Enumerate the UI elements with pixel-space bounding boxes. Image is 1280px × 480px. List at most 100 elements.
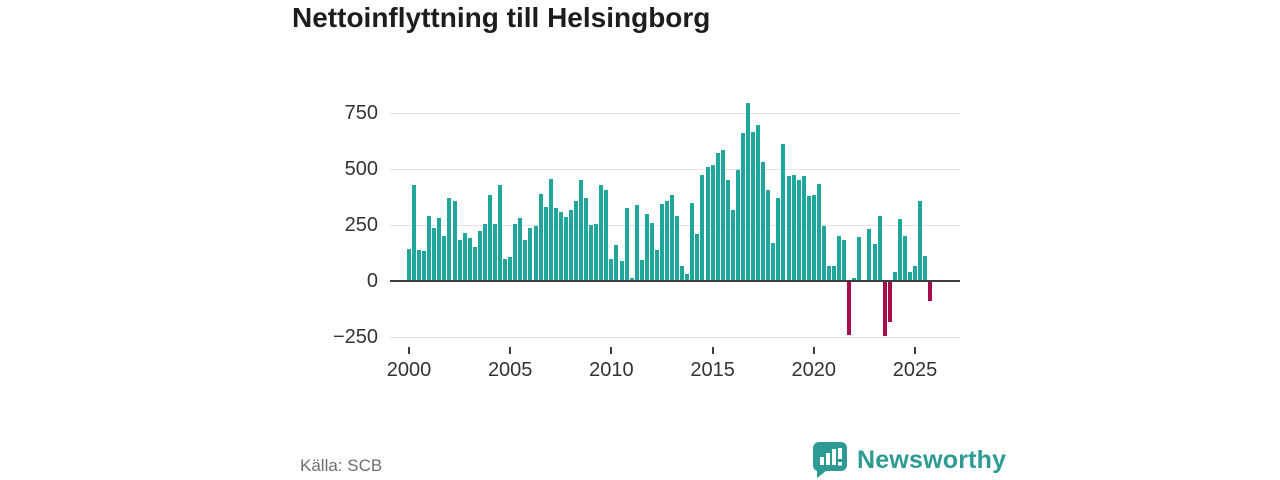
bar bbox=[412, 184, 417, 281]
x-tick-label-2020: 2020 bbox=[791, 359, 837, 381]
bar bbox=[599, 184, 604, 281]
bar bbox=[801, 175, 806, 281]
gridline--250 bbox=[390, 337, 960, 338]
bar bbox=[877, 216, 882, 281]
gridline-750 bbox=[390, 113, 960, 114]
x-tick-2010 bbox=[610, 347, 613, 354]
bar bbox=[685, 274, 690, 281]
bar bbox=[892, 272, 897, 281]
bar bbox=[897, 219, 902, 281]
bar bbox=[680, 266, 685, 281]
bar bbox=[913, 266, 917, 281]
x-tick-label-2010: 2010 bbox=[589, 359, 634, 381]
bar bbox=[654, 249, 659, 281]
bar bbox=[740, 133, 745, 281]
bar bbox=[548, 179, 553, 281]
bar bbox=[781, 144, 786, 281]
bar bbox=[417, 249, 422, 281]
bar bbox=[816, 183, 821, 281]
bar bbox=[477, 230, 482, 281]
bar bbox=[533, 226, 538, 281]
bar bbox=[735, 170, 740, 281]
bar bbox=[649, 222, 654, 281]
bar bbox=[528, 228, 533, 281]
bar bbox=[432, 228, 437, 281]
bar bbox=[796, 180, 801, 281]
bar bbox=[923, 256, 928, 281]
bar bbox=[629, 277, 634, 281]
x-tick-2025 bbox=[914, 347, 916, 354]
bar bbox=[442, 236, 447, 281]
bar bbox=[437, 218, 442, 281]
bar bbox=[806, 195, 811, 281]
plot-area bbox=[390, 95, 960, 347]
x-tick-2015 bbox=[711, 347, 714, 354]
bar bbox=[675, 216, 680, 281]
bar bbox=[609, 258, 614, 281]
bar bbox=[821, 226, 826, 281]
bar bbox=[619, 260, 624, 281]
x-tick-label-2025: 2025 bbox=[892, 359, 938, 381]
bar bbox=[730, 210, 735, 281]
bar bbox=[700, 174, 705, 281]
bar bbox=[887, 281, 892, 323]
newsworthy-logo: Newsworthy bbox=[812, 441, 1006, 479]
bar bbox=[594, 223, 599, 281]
bar bbox=[720, 149, 725, 281]
bar bbox=[584, 198, 589, 281]
bar bbox=[725, 180, 730, 281]
bar bbox=[467, 238, 472, 281]
bar bbox=[452, 201, 457, 281]
bar bbox=[852, 277, 857, 281]
bar bbox=[553, 208, 558, 281]
bar bbox=[644, 213, 649, 281]
bar bbox=[791, 174, 796, 281]
bar bbox=[407, 248, 411, 281]
bar bbox=[427, 216, 432, 281]
y-tick-label-250: 250 bbox=[344, 214, 378, 236]
bar bbox=[761, 162, 766, 281]
bar bbox=[639, 259, 644, 281]
bar bbox=[832, 266, 837, 281]
bar bbox=[872, 244, 877, 281]
bar bbox=[715, 153, 720, 281]
newsworthy-bubble-chart-icon bbox=[813, 442, 847, 478]
bar bbox=[882, 281, 887, 336]
x-tick-label-2015: 2015 bbox=[690, 359, 735, 381]
bar bbox=[695, 233, 700, 281]
bar bbox=[710, 164, 715, 281]
bar bbox=[705, 166, 710, 281]
x-tick-label-2000: 2000 bbox=[386, 359, 432, 381]
bar bbox=[573, 201, 578, 281]
bar bbox=[634, 204, 639, 281]
bar bbox=[523, 239, 528, 281]
bar bbox=[447, 198, 452, 281]
bar bbox=[756, 125, 761, 281]
bar bbox=[422, 250, 427, 281]
bar bbox=[837, 236, 842, 281]
bar bbox=[928, 281, 933, 302]
bar bbox=[857, 237, 862, 281]
bar bbox=[518, 218, 523, 281]
x-tick-2005 bbox=[509, 347, 512, 354]
y-tick-label-500: 500 bbox=[344, 158, 378, 180]
source-label: Källa: SCB bbox=[300, 456, 383, 475]
x-axis: 2000 2005 2010 2015 2020 2025 bbox=[387, 347, 960, 387]
bar bbox=[558, 211, 563, 281]
bar bbox=[751, 132, 756, 281]
bar bbox=[568, 210, 573, 281]
bar bbox=[503, 258, 508, 281]
x-tick-2000 bbox=[408, 347, 410, 354]
bar bbox=[498, 184, 503, 281]
bar bbox=[776, 198, 781, 281]
bar bbox=[543, 207, 548, 281]
bar bbox=[487, 194, 492, 281]
bar bbox=[902, 236, 907, 281]
bar bbox=[604, 190, 609, 281]
page-title: Nettoinflyttning till Helsingborg bbox=[292, 2, 711, 33]
x-tick-label-2005: 2005 bbox=[487, 359, 533, 381]
bar bbox=[766, 190, 771, 281]
y-tick-label-750: 750 bbox=[344, 102, 378, 124]
bar bbox=[826, 266, 831, 281]
bar bbox=[746, 102, 751, 281]
